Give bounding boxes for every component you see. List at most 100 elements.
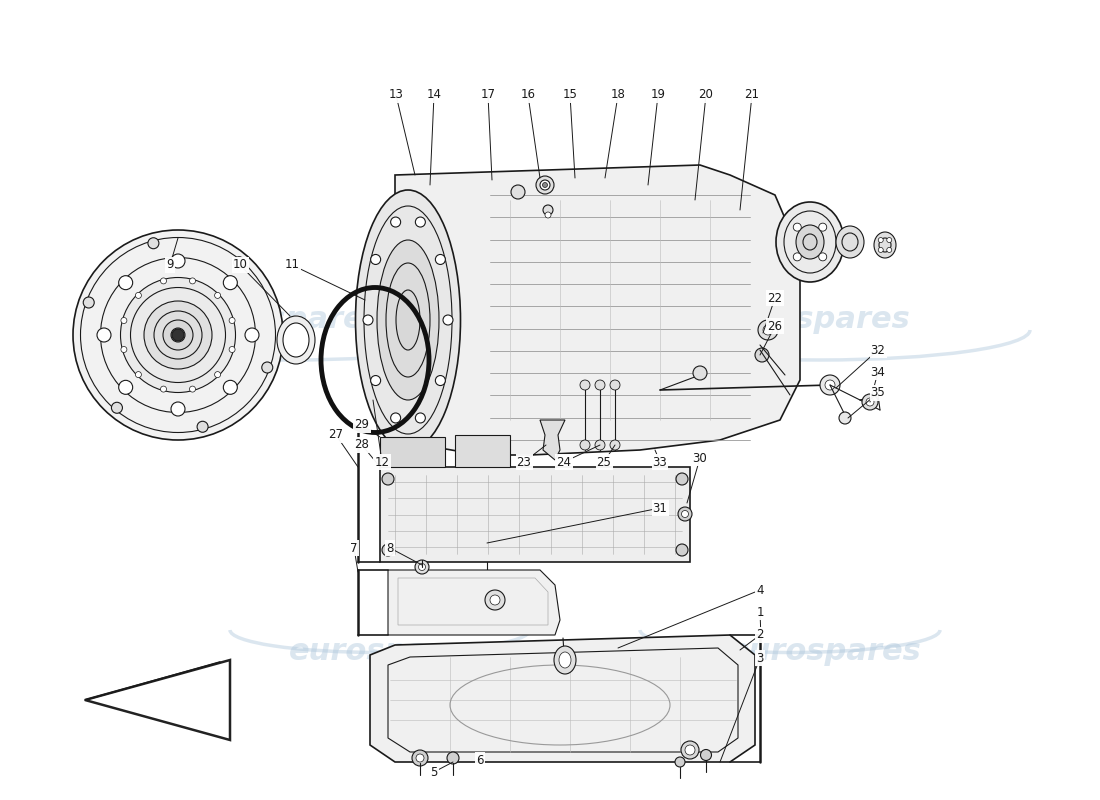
Text: eurospares: eurospares xyxy=(728,638,922,666)
Text: 13: 13 xyxy=(388,89,404,102)
Text: 33: 33 xyxy=(652,455,668,469)
Circle shape xyxy=(84,297,95,308)
Circle shape xyxy=(245,328,258,342)
Circle shape xyxy=(490,595,500,605)
Text: eurospares: eurospares xyxy=(189,306,383,334)
Ellipse shape xyxy=(73,230,283,440)
Circle shape xyxy=(543,205,553,215)
Circle shape xyxy=(512,185,525,199)
Text: eurospares: eurospares xyxy=(717,306,911,334)
Text: 14: 14 xyxy=(427,89,441,102)
Circle shape xyxy=(371,375,381,386)
Circle shape xyxy=(685,745,695,755)
Circle shape xyxy=(878,238,883,242)
Text: 11: 11 xyxy=(285,258,299,271)
Ellipse shape xyxy=(836,226,864,258)
Circle shape xyxy=(540,180,550,190)
Text: 19: 19 xyxy=(650,89,666,102)
Circle shape xyxy=(223,380,238,394)
Circle shape xyxy=(416,217,426,227)
Circle shape xyxy=(447,752,459,764)
Ellipse shape xyxy=(283,323,309,357)
Text: 35: 35 xyxy=(870,386,886,399)
Circle shape xyxy=(676,473,688,485)
Circle shape xyxy=(887,247,892,253)
Ellipse shape xyxy=(776,202,844,282)
Circle shape xyxy=(793,253,801,261)
Polygon shape xyxy=(388,570,560,635)
Circle shape xyxy=(214,371,221,378)
Text: 7: 7 xyxy=(350,542,358,554)
Circle shape xyxy=(681,741,698,759)
Circle shape xyxy=(121,346,126,353)
Circle shape xyxy=(229,346,235,353)
Circle shape xyxy=(485,590,505,610)
Circle shape xyxy=(693,366,707,380)
Text: 30: 30 xyxy=(693,451,707,465)
Text: 8: 8 xyxy=(386,542,394,554)
Circle shape xyxy=(866,398,874,406)
Circle shape xyxy=(390,217,400,227)
Circle shape xyxy=(135,371,142,378)
Text: 21: 21 xyxy=(745,89,759,102)
Circle shape xyxy=(610,440,620,450)
Ellipse shape xyxy=(277,316,315,364)
Text: 2: 2 xyxy=(757,629,763,642)
Ellipse shape xyxy=(355,190,461,450)
Polygon shape xyxy=(540,420,565,460)
Circle shape xyxy=(536,176,554,194)
Bar xyxy=(379,437,446,467)
Circle shape xyxy=(878,247,883,253)
Polygon shape xyxy=(395,165,800,455)
Circle shape xyxy=(580,440,590,450)
Circle shape xyxy=(763,325,773,335)
Circle shape xyxy=(675,757,685,767)
Text: 27: 27 xyxy=(329,429,343,442)
Circle shape xyxy=(443,315,453,325)
Ellipse shape xyxy=(377,240,439,400)
Circle shape xyxy=(214,293,221,298)
Circle shape xyxy=(229,318,235,323)
Circle shape xyxy=(793,223,801,231)
Text: 23: 23 xyxy=(517,455,531,469)
Circle shape xyxy=(189,386,196,392)
Circle shape xyxy=(233,257,244,268)
Text: 15: 15 xyxy=(562,89,578,102)
Ellipse shape xyxy=(559,652,571,668)
Circle shape xyxy=(595,380,605,390)
Text: 9: 9 xyxy=(166,258,174,271)
Circle shape xyxy=(580,380,590,390)
Text: 32: 32 xyxy=(870,343,886,357)
Circle shape xyxy=(161,386,166,392)
Circle shape xyxy=(818,253,827,261)
Circle shape xyxy=(544,212,551,218)
Text: 31: 31 xyxy=(652,502,668,514)
Circle shape xyxy=(887,238,892,242)
Ellipse shape xyxy=(796,225,824,259)
Circle shape xyxy=(170,254,185,268)
Bar xyxy=(379,467,690,562)
Text: 1: 1 xyxy=(757,606,763,618)
Circle shape xyxy=(412,750,428,766)
Text: 12: 12 xyxy=(374,455,389,469)
Circle shape xyxy=(189,278,196,284)
Circle shape xyxy=(482,595,492,605)
Ellipse shape xyxy=(144,301,212,369)
Circle shape xyxy=(839,412,851,424)
Text: 17: 17 xyxy=(481,89,495,102)
Circle shape xyxy=(416,413,426,423)
Ellipse shape xyxy=(554,646,576,674)
Text: 29: 29 xyxy=(354,418,370,431)
Circle shape xyxy=(121,318,126,323)
Text: 6: 6 xyxy=(476,754,484,766)
Text: 10: 10 xyxy=(232,258,248,271)
Circle shape xyxy=(262,362,273,373)
Circle shape xyxy=(197,422,208,432)
Circle shape xyxy=(755,348,769,362)
Text: 34: 34 xyxy=(870,366,886,378)
Ellipse shape xyxy=(121,278,235,393)
Circle shape xyxy=(820,375,840,395)
Circle shape xyxy=(610,380,620,390)
Text: 20: 20 xyxy=(698,89,714,102)
Circle shape xyxy=(595,440,605,450)
